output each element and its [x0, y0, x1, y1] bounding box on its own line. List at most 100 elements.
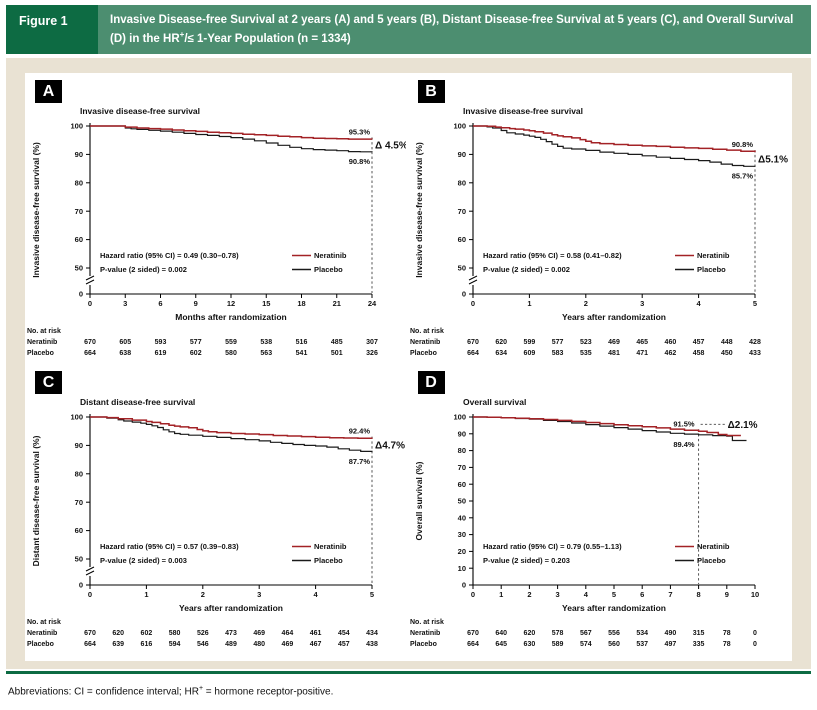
risk-count: 516	[296, 339, 308, 346]
panel-quadrant-b: B Invasive disease-free survival Invasive…	[409, 76, 792, 367]
risk-count: 620	[495, 339, 507, 346]
placebo-end-label: 90.8%	[349, 157, 371, 166]
figure-title: Invasive Disease-free Survival at 2 year…	[98, 5, 811, 54]
y-tick-label: 60	[75, 526, 83, 535]
risk-count: 645	[495, 641, 507, 648]
risk-count: 634	[495, 350, 507, 357]
delta-label: Δ2.1%	[727, 420, 757, 431]
y-tick-label: 0	[79, 581, 83, 590]
risk-count: 664	[84, 641, 96, 648]
x-tick-label: 0	[88, 590, 92, 599]
y-tick-label: 100	[70, 413, 83, 422]
neratinib-curve	[472, 125, 756, 153]
risk-count: 577	[551, 339, 563, 346]
risk-count: 670	[467, 630, 479, 637]
chart-title: Invasive disease-free survival	[463, 106, 583, 116]
x-tick-label: 5	[370, 590, 374, 599]
panel-quadrant-d: D Overall survival Overall survival (%) 0 1…	[409, 367, 792, 658]
neratinib-end-label: 92.4%	[349, 427, 371, 436]
risk-count: 541	[296, 350, 308, 357]
risk-row-placebo-name: Placebo	[27, 350, 54, 357]
x-tick-label: 6	[640, 590, 644, 599]
panel-quadrant-a: A Invasive disease-free survival Invasive…	[26, 76, 409, 367]
risk-count: 428	[749, 339, 761, 346]
legend-neratinib-label: Neratinib	[314, 251, 347, 260]
risk-count: 578	[551, 630, 563, 637]
panel-c-chart: Distant disease-free survival Distant dis…	[27, 397, 405, 648]
y-tick-label: 90	[75, 150, 83, 159]
x-tick-label: 21	[333, 299, 341, 308]
placebo-curve	[90, 125, 373, 153]
risk-count: 490	[664, 630, 676, 637]
risk-count: 526	[197, 630, 209, 637]
risk-table-title: No. at risk	[27, 328, 61, 335]
panel-label-d: D	[417, 371, 445, 395]
delta-label: Δ4.7%	[375, 440, 405, 451]
abbreviations-text-end: = hormone receptor-positive.	[203, 686, 334, 698]
risk-count: 670	[467, 339, 479, 346]
risk-count: 326	[366, 350, 378, 357]
x-tick-label: 6	[158, 299, 162, 308]
risk-count: 457	[692, 339, 704, 346]
x-tick-label: 4	[314, 590, 319, 599]
neratinib-end-label: 91.5%	[673, 419, 695, 428]
risk-count: 485	[331, 339, 343, 346]
risk-count: 609	[523, 350, 535, 357]
y-tick-label: 50	[457, 264, 465, 273]
risk-count: 501	[331, 350, 343, 357]
x-tick-label: 0	[470, 299, 474, 308]
risk-count: 534	[636, 630, 648, 637]
risk-count: 461	[310, 630, 322, 637]
risk-count: 469	[253, 630, 265, 637]
risk-count: 664	[467, 641, 479, 648]
y-tick-label: 80	[75, 179, 83, 188]
x-tick-label: 3	[640, 299, 644, 308]
y-tick-label: 0	[461, 290, 465, 299]
risk-count: 616	[141, 641, 153, 648]
risk-count: 0	[753, 630, 757, 637]
risk-count: 471	[636, 350, 648, 357]
risk-table-title: No. at risk	[410, 328, 444, 335]
risk-count: 450	[720, 350, 732, 357]
y-axis-label: Invasive disease-free survival (%)	[31, 142, 41, 278]
risk-count: 664	[84, 350, 96, 357]
y-tick-label: 80	[457, 179, 465, 188]
y-tick-label: 100	[70, 122, 83, 131]
x-tick-label: 3	[257, 590, 261, 599]
y-tick-label: 50	[75, 555, 83, 564]
y-tick-label: 70	[457, 207, 465, 216]
panel-b-chart-mount: Invasive disease-free survival Invasive d…	[409, 80, 792, 367]
risk-count: 593	[155, 339, 167, 346]
chart-title: Overall survival	[463, 397, 526, 407]
risk-row-neratinib-name: Neratinib	[27, 630, 57, 637]
y-tick-label: 90	[457, 430, 465, 439]
y-tick-label: 50	[75, 264, 83, 273]
risk-count: 481	[608, 350, 620, 357]
risk-table-title: No. at risk	[410, 619, 444, 626]
y-tick-label: 100	[453, 413, 466, 422]
y-axis-label: Overall survival (%)	[414, 462, 424, 541]
risk-count: 546	[197, 641, 209, 648]
risk-count: 630	[523, 641, 535, 648]
x-tick-label: 18	[297, 299, 305, 308]
panel-b-chart: Invasive disease-free survival Invasive d…	[410, 106, 788, 357]
x-tick-label: 12	[227, 299, 235, 308]
delta-label: Δ5.1%	[758, 155, 788, 166]
x-tick-label: 2	[201, 590, 205, 599]
risk-count: 489	[225, 641, 237, 648]
x-tick-label: 8	[696, 590, 700, 599]
x-tick-label: 24	[368, 299, 377, 308]
y-axis-label: Invasive disease-free survival (%)	[414, 142, 424, 278]
risk-count: 537	[636, 641, 648, 648]
risk-count: 535	[579, 350, 591, 357]
risk-count: 78	[722, 641, 730, 648]
risk-count: 0	[753, 641, 757, 648]
legend-neratinib-label: Neratinib	[697, 542, 730, 551]
risk-row-neratinib-name: Neratinib	[410, 630, 440, 637]
x-tick-label: 7	[668, 590, 672, 599]
footer-hr-superscript: +	[198, 685, 204, 693]
risk-count: 670	[84, 630, 96, 637]
risk-count: 619	[155, 350, 167, 357]
x-tick-label: 4	[583, 590, 588, 599]
